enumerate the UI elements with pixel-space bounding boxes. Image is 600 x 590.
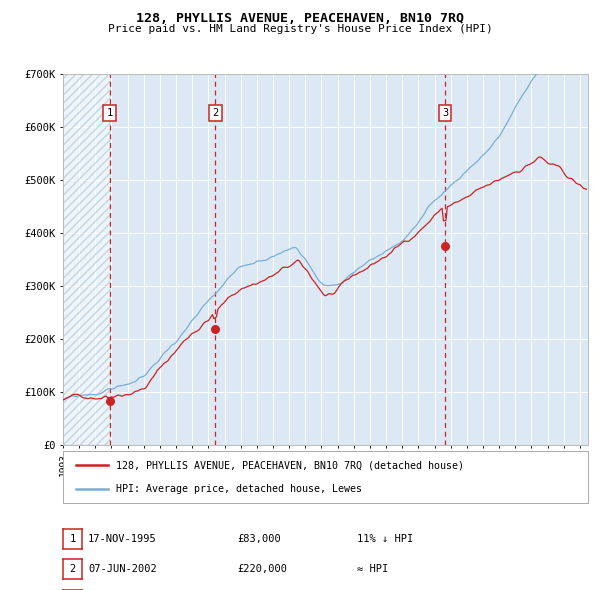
Text: 1: 1 <box>70 534 76 543</box>
Text: 128, PHYLLIS AVENUE, PEACEHAVEN, BN10 7RQ (detached house): 128, PHYLLIS AVENUE, PEACEHAVEN, BN10 7R… <box>115 460 464 470</box>
Text: HPI: Average price, detached house, Lewes: HPI: Average price, detached house, Lewe… <box>115 484 361 494</box>
Text: £83,000: £83,000 <box>237 534 281 543</box>
Text: 11% ↓ HPI: 11% ↓ HPI <box>357 534 413 543</box>
Text: 2: 2 <box>70 565 76 574</box>
Text: 128, PHYLLIS AVENUE, PEACEHAVEN, BN10 7RQ: 128, PHYLLIS AVENUE, PEACEHAVEN, BN10 7R… <box>136 12 464 25</box>
Text: 3: 3 <box>442 108 448 118</box>
Text: 17-NOV-1995: 17-NOV-1995 <box>88 534 157 543</box>
Text: £220,000: £220,000 <box>237 565 287 574</box>
Text: 2: 2 <box>212 108 218 118</box>
Text: Price paid vs. HM Land Registry's House Price Index (HPI): Price paid vs. HM Land Registry's House … <box>107 24 493 34</box>
Text: 1: 1 <box>106 108 113 118</box>
Text: 07-JUN-2002: 07-JUN-2002 <box>88 565 157 574</box>
Text: ≈ HPI: ≈ HPI <box>357 565 388 574</box>
